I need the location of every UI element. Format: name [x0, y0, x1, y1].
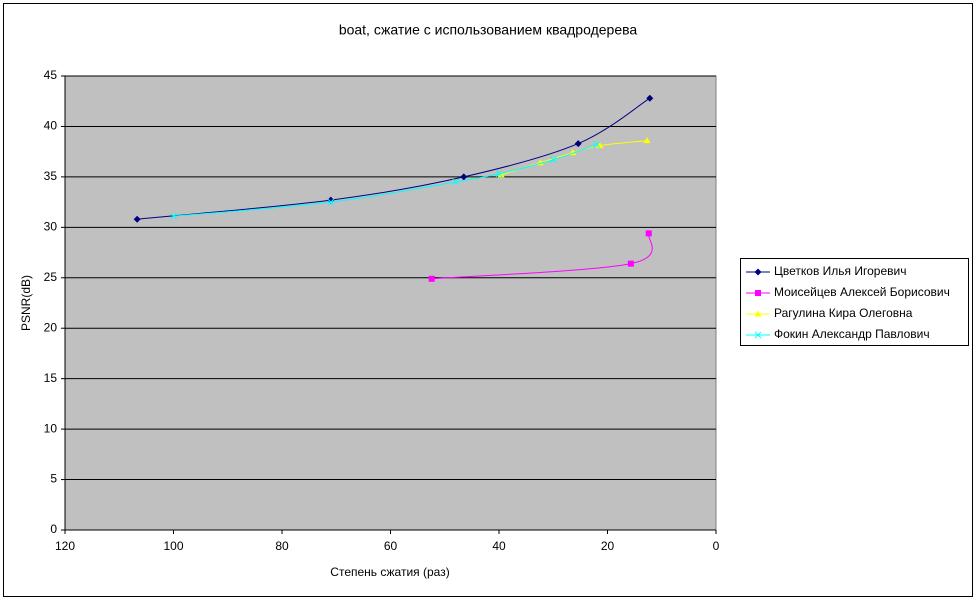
marker — [327, 198, 335, 206]
y-tick-label: 40 — [44, 119, 58, 133]
marker — [452, 178, 459, 186]
series-line — [431, 233, 653, 280]
marker — [497, 171, 505, 178]
legend-label: Рагулина Кира Олеговна — [774, 306, 913, 320]
marker — [495, 170, 503, 178]
x-tick-label: 100 — [163, 539, 183, 553]
marker — [460, 173, 468, 181]
y-tick-label: 10 — [44, 421, 58, 435]
x-tick-label: 40 — [492, 539, 506, 553]
x-tick-label: 60 — [384, 539, 398, 553]
x-axis-label: Степень сжатия (раз) — [330, 565, 449, 579]
marker — [574, 140, 582, 148]
y-tick-label: 0 — [50, 522, 57, 536]
plot-area — [64, 75, 717, 531]
marker — [646, 94, 654, 102]
legend-label: Фокин Александр Павлович — [774, 327, 930, 341]
series-line — [137, 97, 651, 220]
marker — [428, 275, 435, 282]
y-tick-label: 25 — [44, 270, 58, 284]
x-tick-label: 0 — [713, 539, 720, 553]
marker — [593, 141, 601, 148]
chart-title: boat, сжатие с использованием квадродере… — [339, 22, 638, 38]
marker — [133, 215, 141, 223]
marker — [645, 230, 652, 237]
y-tick-label: 30 — [44, 220, 58, 234]
y-axis-label: PSNR(dB) — [19, 275, 33, 331]
legend-label: Моисейцев Алексей Борисович — [774, 285, 950, 299]
marker — [549, 156, 557, 164]
y-tick-label: 45 — [44, 68, 58, 82]
legend-label: Цветков Илья Игоревич — [774, 264, 906, 278]
marker — [170, 212, 177, 220]
marker — [755, 290, 761, 296]
x-tick-label: 20 — [601, 539, 615, 553]
marker — [627, 260, 634, 267]
marker — [643, 137, 651, 144]
marker — [754, 331, 762, 339]
legend — [740, 258, 969, 346]
y-tick-label: 20 — [44, 320, 58, 334]
y-tick-label: 5 — [50, 472, 57, 486]
y-tick-label: 35 — [44, 169, 58, 183]
x-tick-label: 80 — [275, 539, 289, 553]
marker — [754, 268, 762, 276]
x-tick-label: 120 — [55, 539, 75, 553]
marker — [754, 310, 762, 317]
y-tick-label: 15 — [44, 371, 58, 385]
